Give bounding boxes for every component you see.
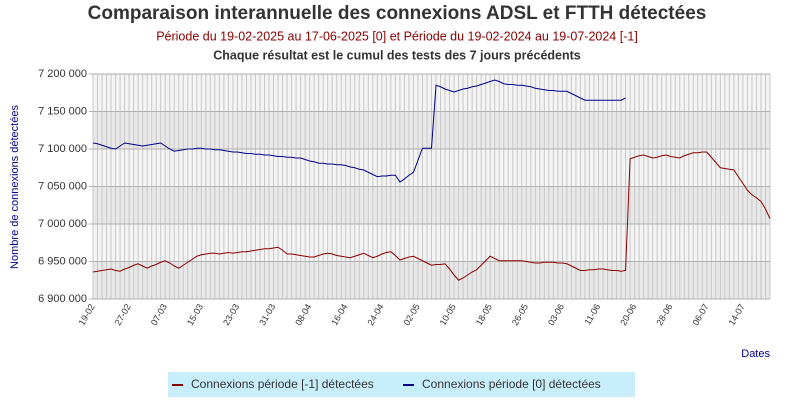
chart-title: Comparaison interannuelle des connexions… [88,3,707,24]
legend-label: Connexions période [-1] détectées [191,377,374,391]
legend-label: Connexions période [0] détectées [422,377,601,391]
y-axis-label: Nombre de connexions détectées [9,105,21,269]
x-tick-label: 10-05 [438,302,458,327]
x-tick-label: 19-02 [77,302,97,327]
x-tick-label: 20-06 [618,302,638,327]
y-tick-label: 7 100 000 [38,143,87,155]
x-tick-label: 24-04 [365,302,385,327]
x-tick-label: 03-06 [546,302,566,327]
y-tick-label: 7 200 000 [38,68,87,80]
x-axis-label: Dates [741,348,770,360]
series-line [92,79,626,183]
y-tick-label: 7 000 000 [38,218,87,230]
y-tick-label: 7 050 000 [38,180,87,192]
x-tick-label: 31-03 [257,302,277,327]
series-line [92,151,771,281]
x-tick-label: 14-07 [727,302,747,327]
x-tick-label: 28-06 [654,302,674,327]
x-tick-label: 23-03 [221,302,241,327]
x-tick-label: 16-04 [329,302,349,327]
y-tick-label: 6 950 000 [38,255,87,267]
chart-note: Chaque résultat est le cumul des tests d… [213,48,581,62]
x-tick-label: 07-03 [149,302,169,327]
x-tick-label: 02-05 [402,302,422,327]
y-tick-label: 6 900 000 [38,293,87,305]
x-tick-label: 15-03 [185,302,205,327]
y-tick-label: 7 150 000 [38,105,87,117]
x-tick-label: 27-02 [113,302,133,327]
chart-subtitle: Période du 19-02-2025 au 17-06-2025 [0] … [156,29,638,43]
legend-box [168,372,635,397]
x-tick-label: 26-05 [510,302,530,327]
x-tick-label: 06-07 [690,302,710,327]
x-tick-label: 18-05 [474,302,494,327]
x-tick-label: 11-06 [582,302,602,326]
x-tick-label: 08-04 [293,302,313,327]
